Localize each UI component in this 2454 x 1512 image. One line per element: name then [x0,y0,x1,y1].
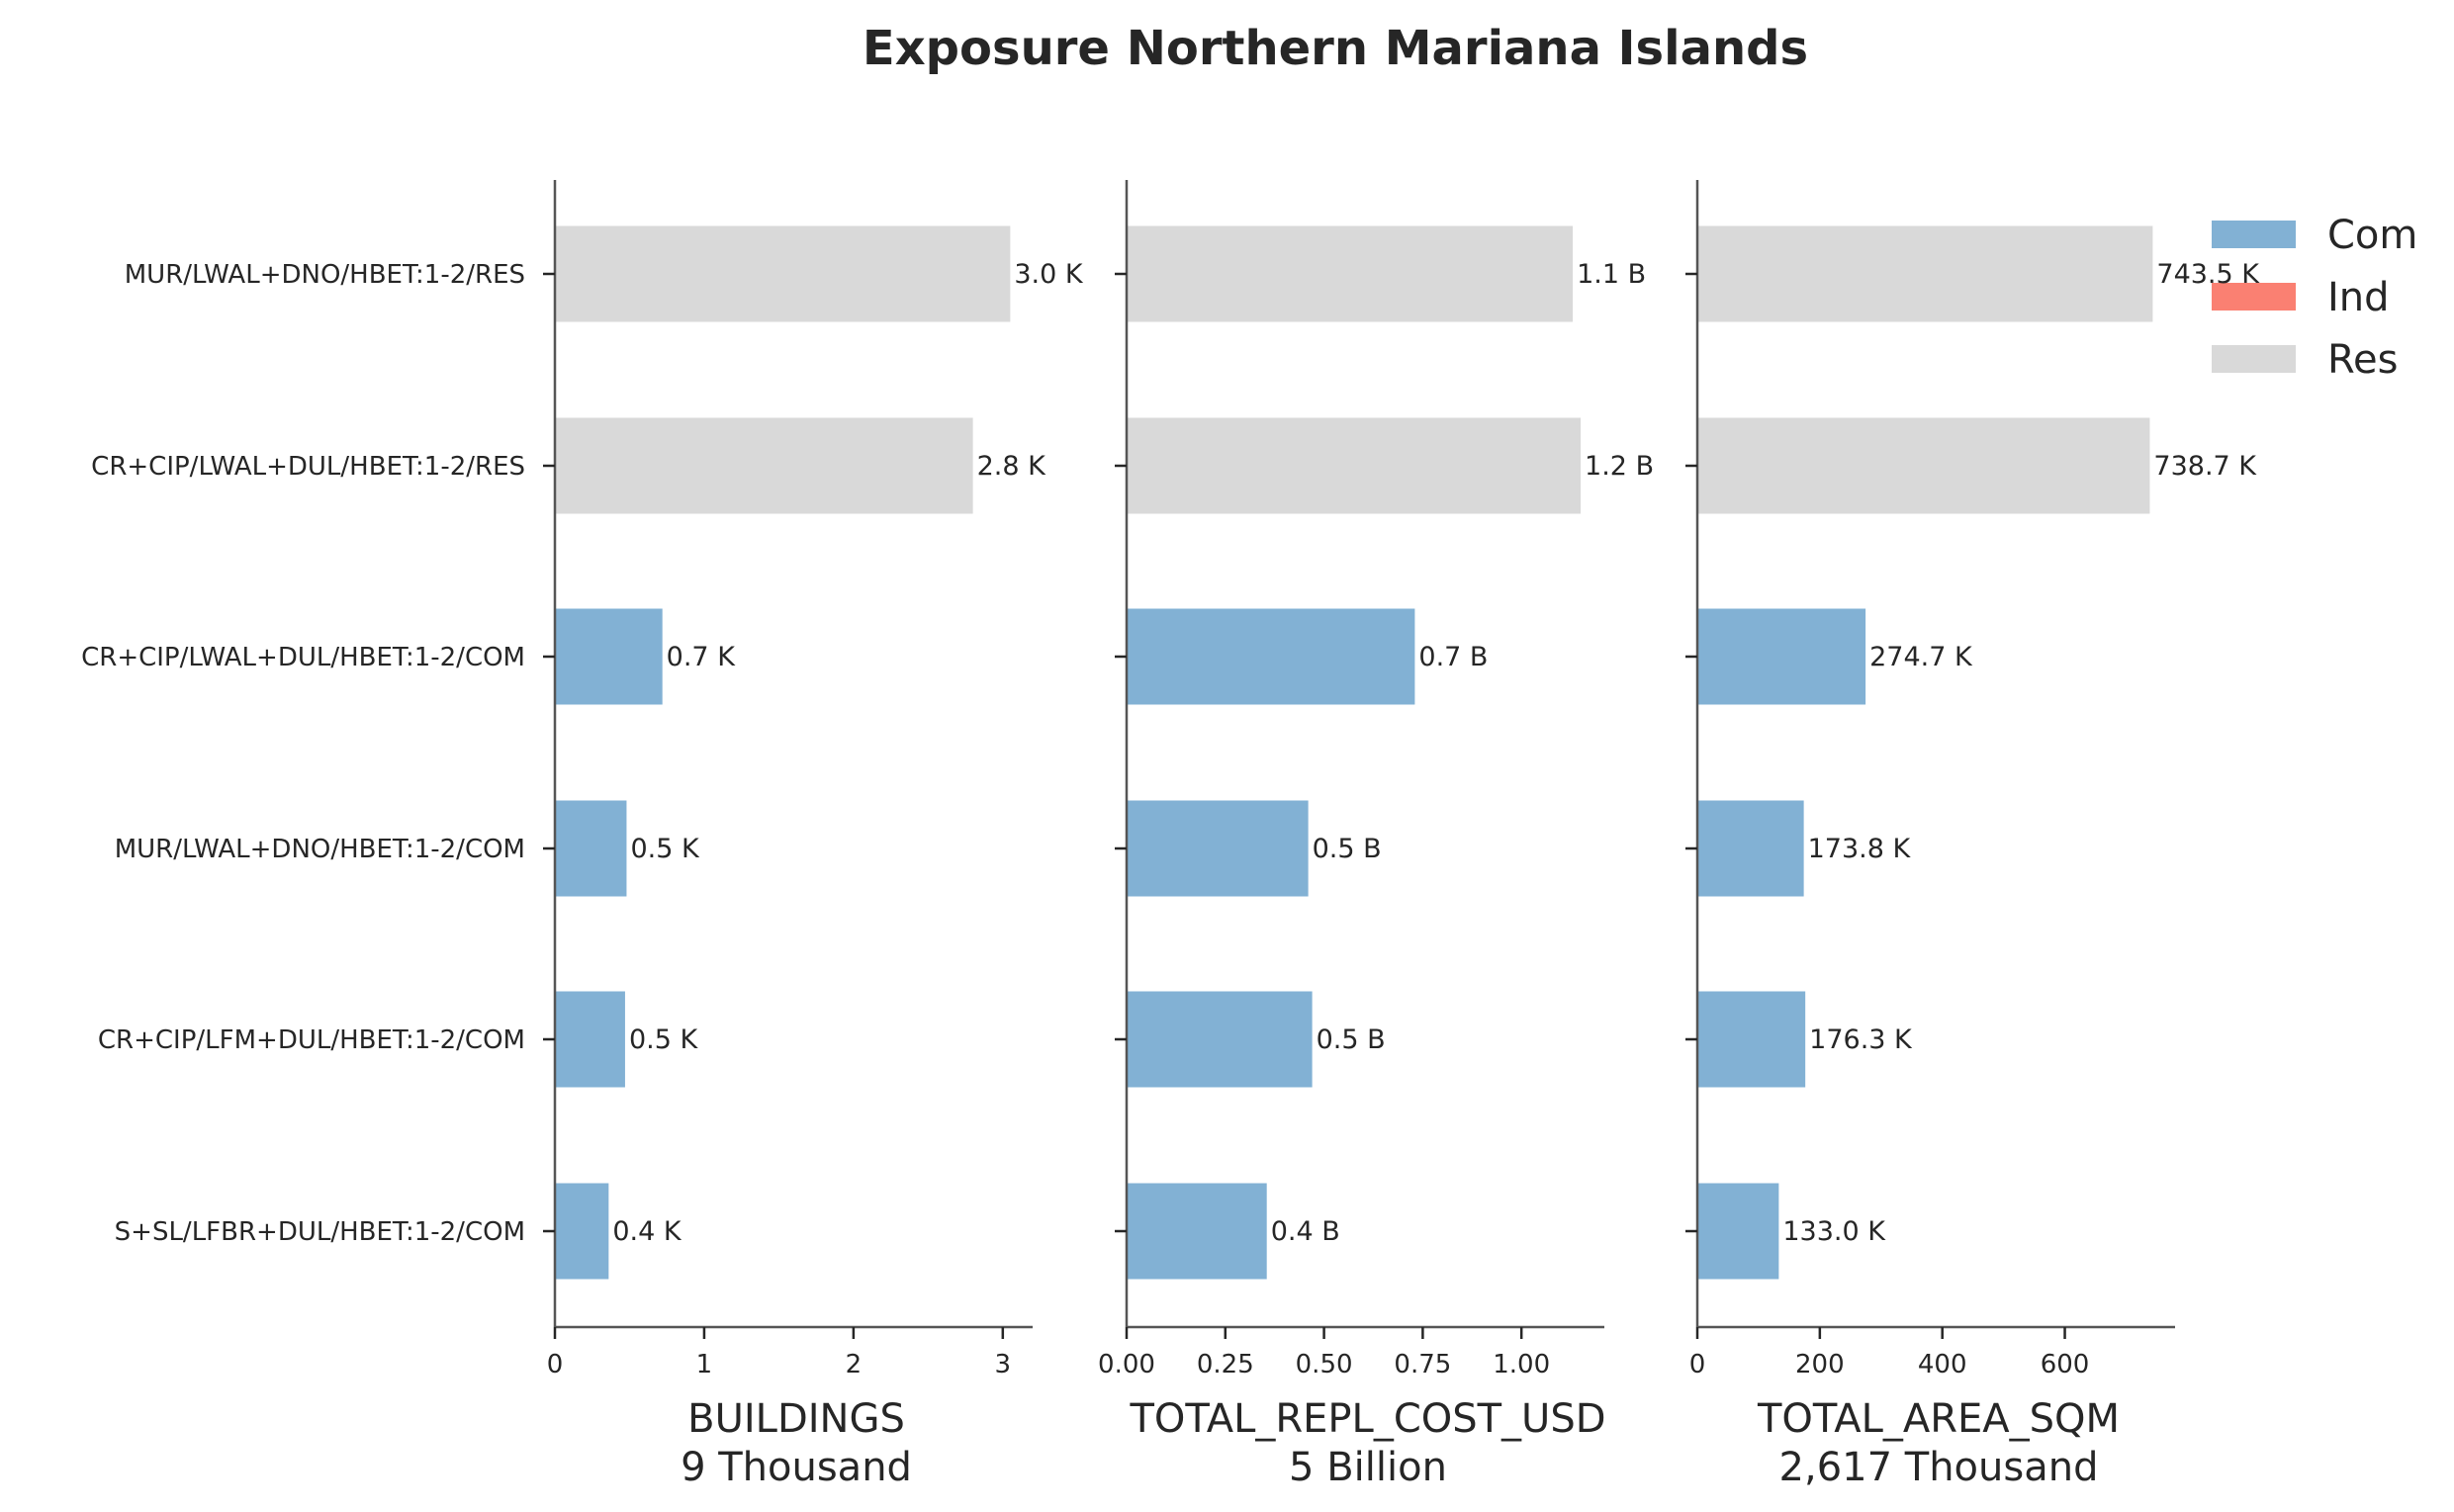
value-label-p0-r3: 0.5 K [630,834,700,864]
chart-marks: 3.0 K 2.8 K 0.7 K 0.5 K 0.5 K 0.4 K 0 1 2 3 1.1 B 1… [81,180,2260,1379]
category-label-2: CR+CIP/LWAL+DUL/HBET:1-2/COM [81,643,525,672]
chart-title: Exposure Northern Mariana Islands [863,21,1808,76]
bar-p0-r5 [555,1183,609,1280]
panel-repl-cost: TOTAL_REPL_COST_USD 5 Billion [1129,1396,1605,1490]
x-tick-label-p1-1: 0.25 [1197,1350,1254,1379]
bar-p2-r5 [1697,1183,1779,1280]
bar-p0-r4 [555,991,625,1088]
x-tick-label-p0-1: 1 [696,1350,713,1379]
total-area: 2,617 Thousand [1779,1445,2099,1490]
bar-p2-r4 [1697,991,1806,1088]
value-label-p2-r1: 738.7 K [2153,451,2257,482]
x-tick-label-p0-0: 0 [547,1350,564,1379]
category-label-5: S+SL/LFBR+DUL/HBET:1-2/COM [115,1217,525,1247]
bar-p1-r0 [1127,225,1574,322]
bar-p2-r3 [1697,800,1804,897]
bar-p0-r2 [555,608,663,705]
x-tick-label-p2-2: 400 [1918,1350,1967,1379]
value-label-p1-r1: 1.2 B [1585,451,1654,482]
legend-label-com: Com [2327,213,2417,258]
value-label-p2-r2: 274.7 K [1869,642,1973,672]
x-tick-label-p1-3: 0.75 [1394,1350,1451,1379]
value-label-p0-r2: 0.7 K [667,642,737,672]
xlabel-area: TOTAL_AREA_SQM [1757,1396,2120,1442]
legend-label-res: Res [2327,337,2398,383]
x-tick-label-p2-3: 600 [2041,1350,2090,1379]
x-tick-label-p0-3: 3 [995,1350,1012,1379]
bar-p0-r3 [555,800,627,897]
value-label-p0-r4: 0.5 K [629,1024,699,1055]
value-label-p2-r3: 173.8 K [1808,834,1912,864]
category-label-3: MUR/LWAL+DNO/HBET:1-2/COM [115,835,525,864]
total-repl-cost: 5 Billion [1289,1445,1447,1490]
value-label-p1-r0: 1.1 B [1577,259,1646,290]
category-label-1: CR+CIP/LWAL+DUL/HBET:1-2/RES [91,452,525,482]
bar-p1-r5 [1127,1183,1267,1280]
panel-area: TOTAL_AREA_SQM 2,617 Thousand [1757,1396,2120,1490]
value-label-p1-r4: 0.5 B [1317,1024,1386,1055]
value-label-p1-r3: 0.5 B [1313,834,1382,864]
category-label-0: MUR/LWAL+DNO/HBET:1-2/RES [125,260,525,290]
value-label-p2-r5: 133.0 K [1782,1216,1886,1247]
x-tick-label-p1-0: 0.00 [1098,1350,1155,1379]
x-tick-label-p1-4: 1.00 [1493,1350,1550,1379]
legend-label-ind: Ind [2327,275,2390,320]
value-label-p0-r0: 3.0 K [1014,259,1084,290]
bar-p2-r2 [1697,608,1866,705]
category-label-4: CR+CIP/LFM+DUL/HBET:1-2/COM [98,1025,525,1055]
total-buildings: 9 Thousand [681,1445,912,1490]
bar-p2-r0 [1697,225,2153,322]
bar-p1-r4 [1127,991,1313,1088]
bar-p1-r3 [1127,800,1309,897]
value-label-p2-r0: 743.5 K [2156,259,2260,290]
legend: Com Ind Res [2212,213,2417,383]
bar-p0-r0 [555,225,1011,322]
bar-p0-r1 [555,417,973,514]
x-tick-label-p1-2: 0.50 [1296,1350,1353,1379]
xlabel-buildings: BUILDINGS [687,1396,905,1442]
x-tick-label-p0-2: 2 [846,1350,863,1379]
legend-swatch-ind [2212,283,2296,311]
value-label-p0-r1: 2.8 K [977,451,1047,482]
value-label-p1-r5: 0.4 B [1271,1216,1340,1247]
x-tick-label-p2-1: 200 [1795,1350,1845,1379]
value-label-p2-r4: 176.3 K [1809,1024,1913,1055]
legend-swatch-res [2212,345,2296,373]
value-label-p0-r5: 0.4 K [612,1216,682,1247]
xlabel-repl-cost: TOTAL_REPL_COST_USD [1129,1396,1605,1442]
x-tick-label-p2-0: 0 [1689,1350,1706,1379]
bar-p2-r1 [1697,417,2150,514]
bar-p1-r2 [1127,608,1415,705]
legend-swatch-com [2212,221,2296,248]
bar-p1-r1 [1127,417,1582,514]
panel-buildings: BUILDINGS 9 Thousand [681,1396,912,1490]
value-label-p1-r2: 0.7 B [1418,642,1488,672]
